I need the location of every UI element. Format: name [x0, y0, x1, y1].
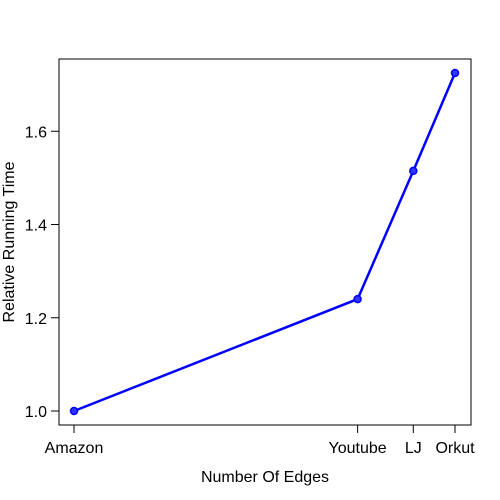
- x-tick-label: Amazon: [45, 440, 104, 457]
- y-axis: 1.0 1.2 1.4 1.6: [25, 124, 59, 421]
- data-point-orkut: [450, 68, 460, 78]
- data-point-amazon: [69, 406, 79, 416]
- data-point-lj: [409, 166, 418, 176]
- y-tick-label: 1.2: [25, 311, 47, 328]
- y-tick-label: 1.6: [25, 124, 47, 141]
- y-tick-label: 1.0: [25, 404, 47, 421]
- x-axis-title: Number Of Edges: [201, 469, 329, 486]
- y-tick-label: 1.4: [25, 218, 47, 235]
- series-line: [73, 72, 457, 413]
- data-point-youtube: [353, 294, 362, 304]
- x-tick-label: LJ: [405, 440, 422, 457]
- plot-frame: [58, 58, 472, 426]
- x-tick-label: Orkut: [435, 440, 475, 457]
- y-axis-title: Relative Running Time: [1, 161, 18, 322]
- data-points: [69, 68, 460, 416]
- x-tick-label: Youtube: [329, 440, 387, 457]
- x-axis: Amazon Youtube LJ Orkut: [45, 425, 475, 457]
